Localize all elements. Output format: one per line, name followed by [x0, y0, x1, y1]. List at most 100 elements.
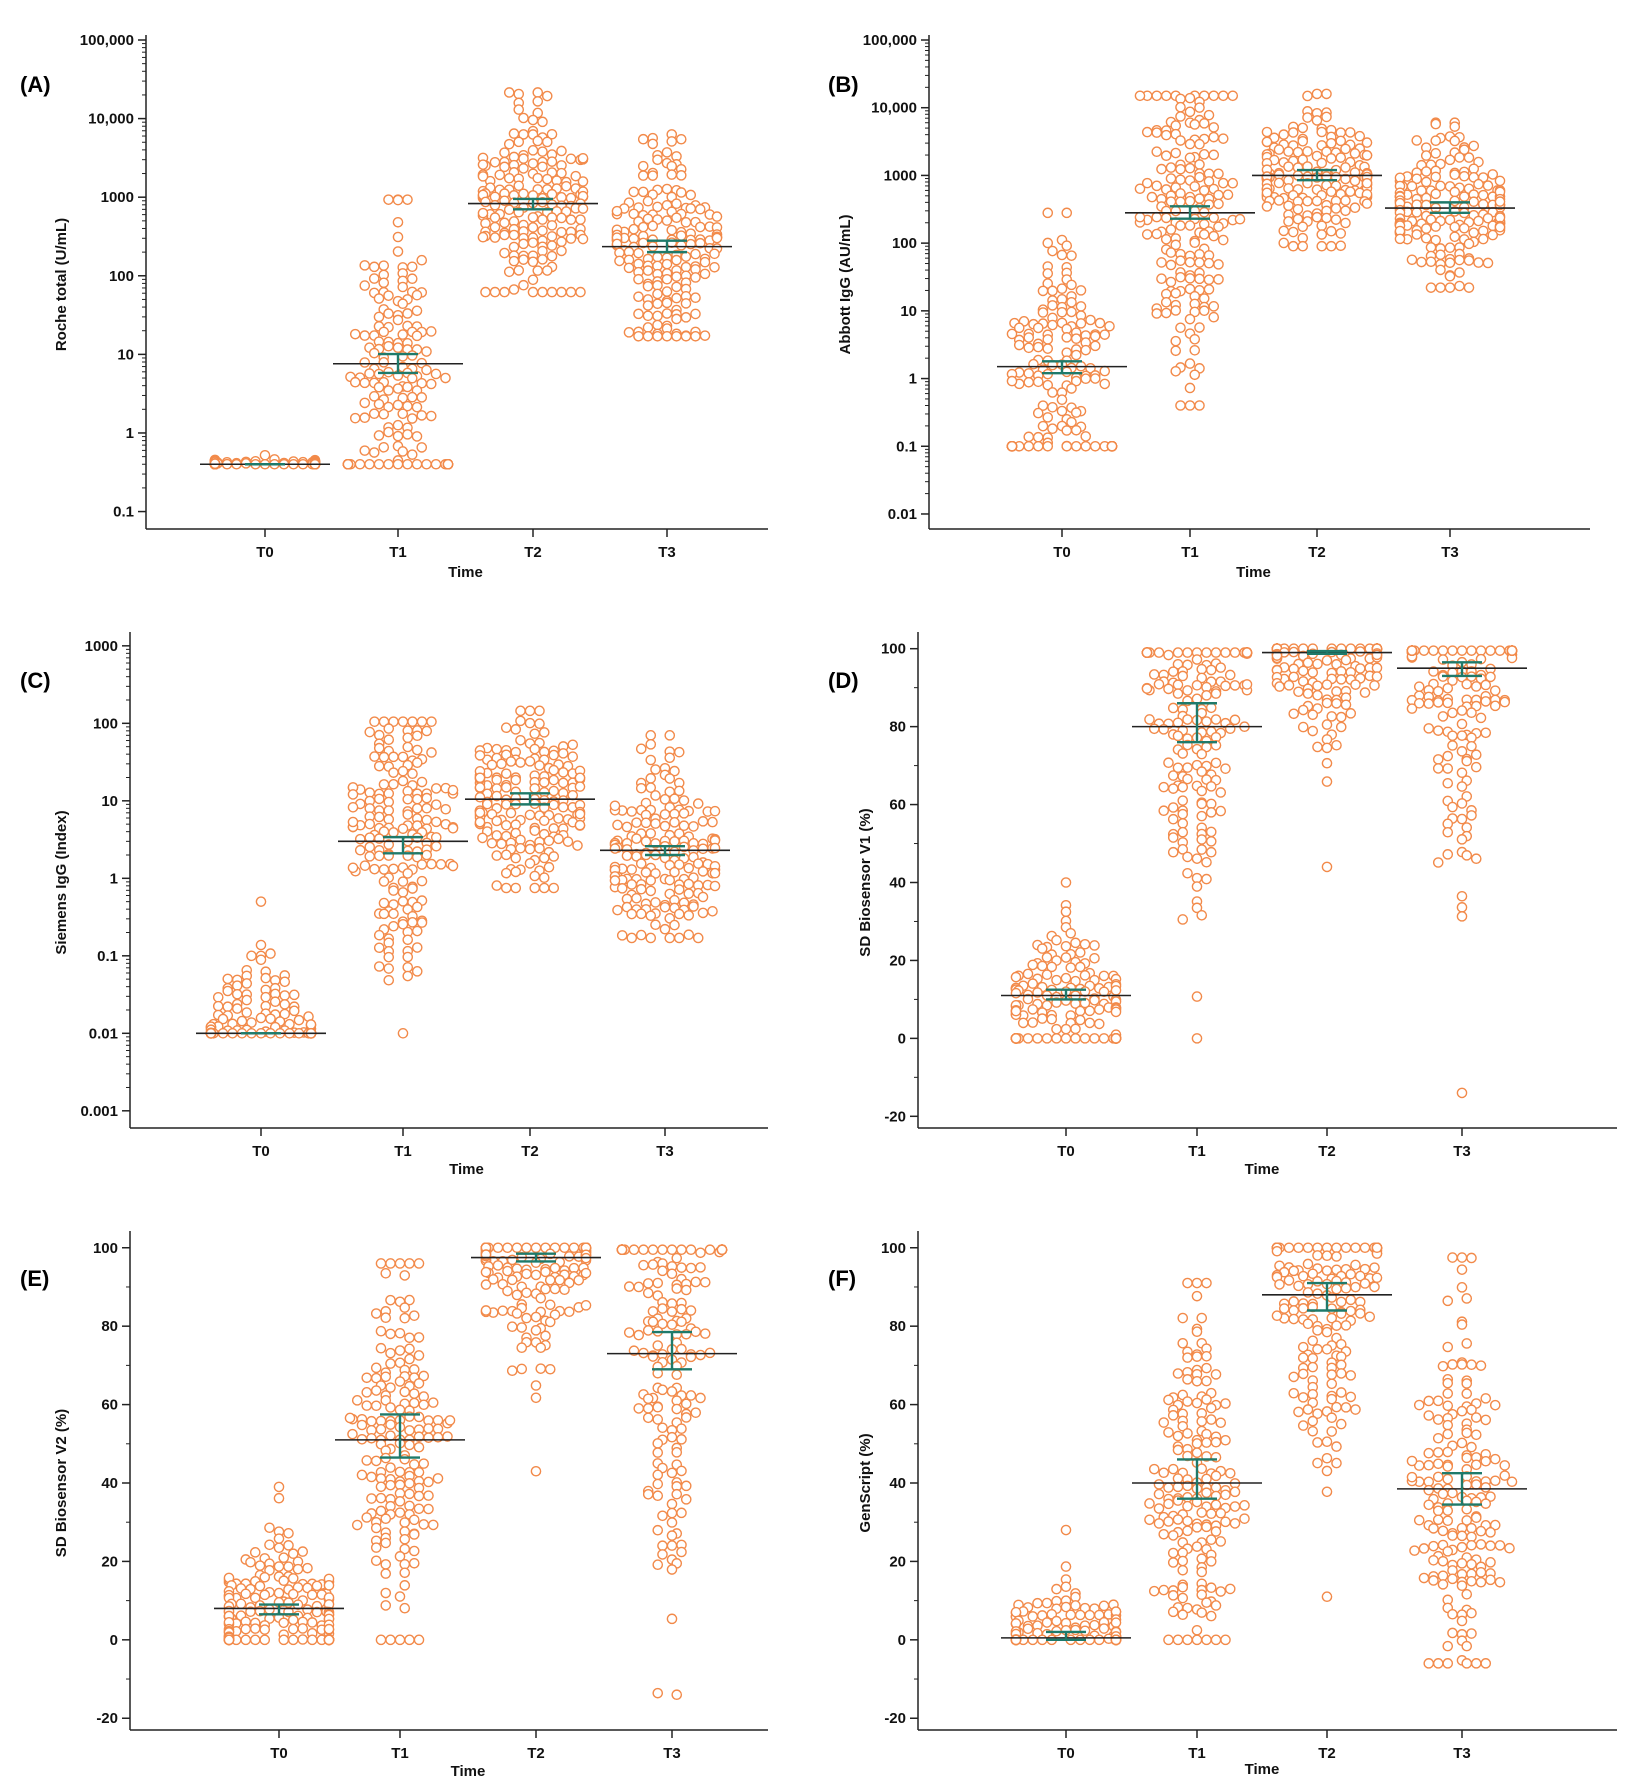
data-point	[1456, 781, 1468, 792]
data-point	[427, 1397, 439, 1408]
data-point	[1288, 1387, 1300, 1399]
data-point	[1432, 1471, 1444, 1483]
data-point	[279, 976, 291, 988]
data-point	[1335, 1368, 1347, 1379]
data-point	[1466, 1522, 1477, 1534]
data-point	[541, 136, 553, 148]
data-point	[1215, 1507, 1227, 1519]
data-point	[1335, 1296, 1347, 1308]
data-point	[500, 867, 512, 879]
data-point	[1079, 970, 1091, 981]
data-point	[521, 1312, 532, 1324]
y-tick-label: 20	[889, 952, 906, 969]
data-point	[1461, 850, 1473, 861]
data-point	[1182, 1634, 1193, 1646]
data-point	[635, 743, 647, 755]
data-point	[1335, 711, 1347, 723]
data-point	[671, 313, 682, 325]
data-point	[1340, 1320, 1352, 1331]
data-point	[1042, 278, 1054, 289]
data-point	[1177, 1338, 1189, 1349]
data-point	[554, 1274, 566, 1286]
data-point	[1061, 207, 1073, 219]
data-point	[637, 160, 649, 172]
data-point	[411, 744, 423, 756]
data-point	[1163, 683, 1174, 695]
data-point	[633, 330, 644, 342]
data-point	[659, 809, 671, 820]
data-point	[673, 859, 685, 870]
data-point	[1167, 1463, 1179, 1475]
data-point	[1170, 239, 1182, 251]
data-point	[1051, 1023, 1062, 1035]
data-point	[1442, 1295, 1454, 1307]
data-point	[408, 1545, 420, 1557]
data-point	[609, 800, 621, 812]
data-point	[1456, 798, 1468, 809]
data-point	[1344, 186, 1356, 197]
data-point	[661, 147, 673, 158]
data-point	[1158, 1417, 1170, 1428]
data-point	[385, 1358, 396, 1369]
data-point	[626, 908, 638, 920]
data-point	[1170, 287, 1182, 299]
data-point	[657, 1549, 668, 1560]
data-point	[426, 858, 437, 870]
data-point	[1037, 420, 1049, 432]
data-point	[416, 859, 428, 870]
data-point	[1182, 867, 1193, 879]
data-point	[678, 795, 690, 806]
data-point	[255, 939, 267, 951]
data-point	[518, 153, 529, 164]
data-point	[1470, 853, 1482, 865]
data-point	[661, 297, 673, 309]
data-point	[1061, 440, 1073, 452]
data-point	[707, 906, 718, 917]
data-point	[530, 1325, 542, 1336]
data-point	[1227, 90, 1239, 102]
data-point	[513, 180, 525, 192]
data-point	[1442, 1419, 1454, 1431]
data-point	[511, 1242, 523, 1254]
data-point	[1191, 1375, 1203, 1387]
data-point	[1208, 311, 1220, 323]
data-point	[378, 326, 390, 338]
data-point	[666, 169, 678, 180]
data-point	[407, 716, 418, 727]
data-point	[1442, 849, 1454, 860]
data-point	[1210, 688, 1222, 699]
y-tick-label: 80	[101, 1318, 118, 1335]
data-point	[1098, 1623, 1110, 1634]
x-tick-label: T2	[527, 1745, 545, 1762]
data-point	[1010, 987, 1022, 999]
data-point	[421, 346, 432, 357]
y-tick-label: 10,000	[871, 100, 917, 117]
data-point	[1311, 115, 1323, 126]
data-point	[1326, 1378, 1338, 1390]
data-point	[1463, 255, 1475, 266]
data-point	[1215, 1586, 1227, 1597]
data-point	[652, 1401, 664, 1413]
data-point	[1056, 249, 1068, 261]
data-point	[515, 734, 526, 746]
data-point	[1420, 176, 1432, 188]
data-point	[279, 990, 291, 1001]
data-point	[1213, 259, 1224, 270]
data-point	[1241, 679, 1253, 690]
data-point	[373, 311, 385, 323]
data-point	[1475, 1539, 1487, 1550]
data-point	[673, 785, 685, 797]
data-point	[373, 942, 385, 954]
data-point	[406, 372, 418, 384]
data-point	[1447, 1573, 1458, 1585]
panel-letter: (C)	[20, 668, 51, 693]
x-tick-label: T1	[389, 544, 407, 561]
data-point	[1172, 1368, 1184, 1379]
data-point	[1288, 1296, 1300, 1307]
data-point	[556, 145, 567, 157]
data-point	[1423, 698, 1435, 709]
data-point	[652, 1277, 664, 1289]
data-point	[500, 820, 512, 831]
data-point	[1151, 90, 1163, 102]
data-point	[1454, 267, 1465, 278]
